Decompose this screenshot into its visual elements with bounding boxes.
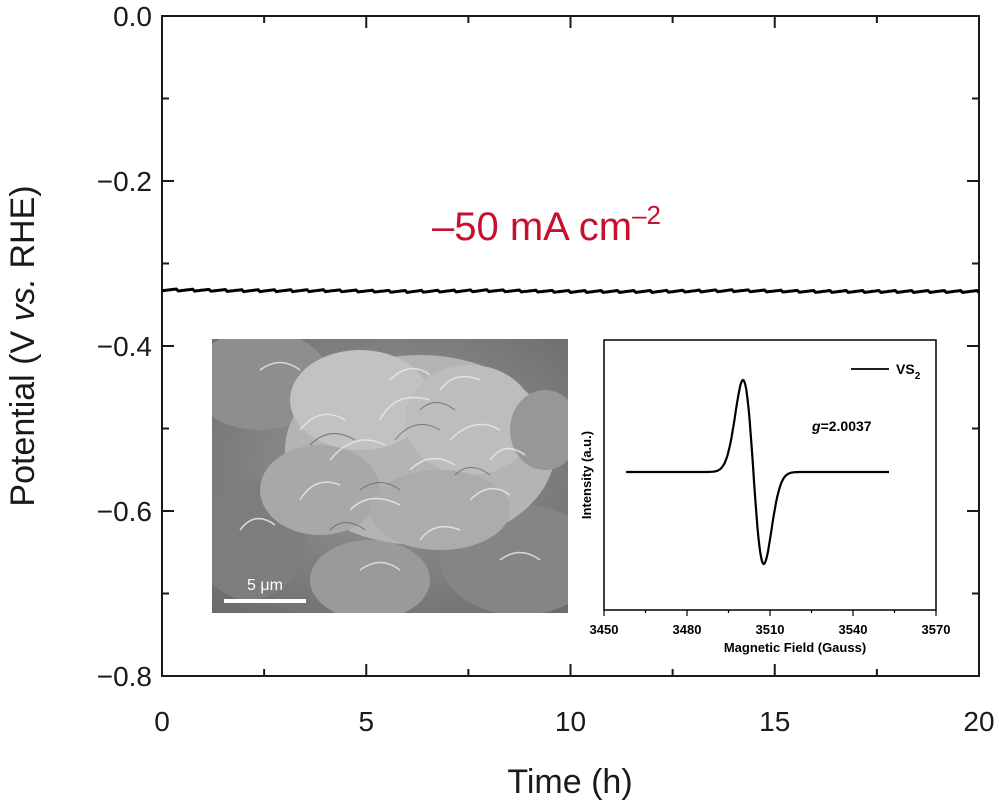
- inset-x-tick-label: 3480: [673, 622, 702, 637]
- potential-series-line: [161, 287, 981, 294]
- x-tick-label: 15: [759, 706, 790, 737]
- inset-legend-label: VS2: [896, 361, 921, 382]
- inset-x-tick-label: 3540: [839, 622, 868, 637]
- inset-x-tick-label: 3570: [922, 622, 951, 637]
- inset-y-axis-label: Intensity (a.u.): [579, 431, 594, 519]
- inset-x-axis-label: Magnetic Field (Gauss): [724, 640, 866, 655]
- inset-x-axis-ticks: 3450 3480 3510 3540 3570: [590, 610, 951, 637]
- y-tick-label: 0.0: [113, 1, 152, 32]
- g-factor-annotation: g=2.0037: [811, 418, 872, 434]
- y-axis-label: Potential (V vs. RHE): [4, 185, 42, 506]
- y-tick-label: −0.2: [97, 166, 152, 197]
- inset-x-tick-label: 3450: [590, 622, 619, 637]
- x-tick-label: 10: [555, 706, 586, 737]
- x-axis-ticks: 0 5 10 15 20: [154, 16, 995, 737]
- scale-bar-label: 5 μm: [247, 577, 283, 594]
- epr-spectrum-line: [626, 378, 889, 566]
- x-axis-label: Time (h): [507, 763, 632, 801]
- sem-image-inset: 5 μm: [212, 339, 568, 613]
- x-tick-label: 0: [154, 706, 170, 737]
- x-tick-label: 5: [358, 706, 374, 737]
- inset-legend: VS2: [851, 361, 921, 382]
- current-density-annotation: –50 mA cm–2: [432, 200, 661, 249]
- x-tick-label: 20: [963, 706, 994, 737]
- y-tick-label: −0.8: [97, 661, 152, 692]
- y-tick-label: −0.4: [97, 331, 152, 362]
- y-tick-label: −0.6: [97, 496, 152, 527]
- inset-x-tick-label: 3510: [756, 622, 785, 637]
- epr-inset: 3450 3480 3510 3540 3570 Magnetic Field (Gau…: [579, 339, 951, 655]
- scale-bar: [224, 599, 306, 603]
- y-axis-ticks: 0.0 −0.2 −0.4 −0.6 −0.8: [97, 1, 979, 692]
